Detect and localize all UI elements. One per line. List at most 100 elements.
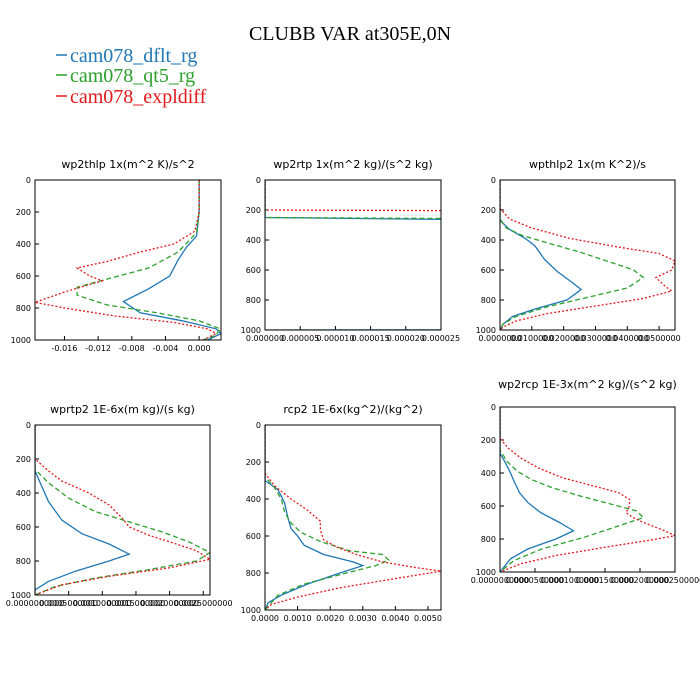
legend-item-dflt: cam078_dflt_rg — [70, 45, 197, 67]
y-tick-label-1-2: 400 — [246, 236, 261, 245]
x-tick-label-4-5: 0.0050 — [414, 614, 442, 623]
x-tick-label-5-5: 0.0002500000 — [646, 576, 700, 585]
x-tick-label-3-1: 0.0005000000 — [39, 599, 98, 608]
panel-0: wp2thlp 1x(m^2 K)/s^2 0 200 400 600 800 1000 -0… — [11, 158, 222, 353]
panel-title-2: wpthlp2 1x(m K^2)/s — [529, 158, 646, 171]
series-line-5-1 — [500, 407, 645, 572]
series-line-2-0 — [500, 180, 583, 330]
legend-item-expldiff: cam078_expldiff — [70, 86, 207, 108]
y-tick-label-4-4: 800 — [246, 569, 261, 578]
y-tick-label-1-4: 800 — [246, 296, 261, 305]
series-line-4-2 — [265, 425, 441, 610]
x-tick-label-4-2: 0.0020 — [316, 614, 344, 623]
panel-2: wpthlp2 1x(m K^2)/s 0 200 400 600 800 10000.00… — [476, 158, 681, 343]
panel-title-3: wprtp2 1E-6x(m kg)/(s kg) — [50, 403, 195, 416]
y-tick-label-2-0: 0 — [491, 176, 496, 185]
y-tick-label-1-5: 1000 — [241, 326, 261, 335]
y-tick-label-5-5: 1000 — [476, 568, 496, 577]
x-tick-label-4-1: 0.0010 — [284, 614, 312, 623]
x-tick-label-1-5: 0.000025 — [422, 334, 460, 343]
x-tick-label-4-0: 0.0000 — [251, 614, 279, 623]
panel-5: wp2rcp 1E-3x(m^2 kg)/(s^2 kg) 0 200 400 600 8… — [471, 378, 700, 585]
x-tick-label-1-2: 0.000010 — [316, 334, 354, 343]
x-tick-label-2-1: 0.0100000 — [510, 334, 553, 343]
x-tick-label-0-0: -0.016 — [52, 344, 78, 353]
panel-title-4: rcp2 1E-6x(kg^2)/(kg^2) — [283, 403, 422, 416]
x-tick-label-1-0: 0.000000 — [246, 334, 284, 343]
x-tick-label-0-4: 0.000 — [188, 344, 211, 353]
y-tick-label-5-1: 200 — [481, 436, 496, 445]
x-tick-label-5-4: 0.0002000000 — [611, 576, 670, 585]
panel-frame-3 — [34, 424, 211, 596]
y-tick-label-3-2: 400 — [16, 489, 31, 498]
x-tick-label-4-4: 0.0040 — [381, 614, 409, 623]
x-tick-label-2-5: 0.0500000 — [637, 334, 680, 343]
legend-label-qt5: cam078_qt5_rg — [70, 65, 195, 87]
y-tick-label-2-3: 600 — [481, 266, 496, 275]
y-tick-label-1-0: 0 — [256, 176, 261, 185]
panel-frame-1 — [264, 179, 442, 331]
y-tick-label-4-0: 0 — [256, 421, 261, 430]
panel-1: wp2rtp 1x(m^2 kg)/(s^2 kg) 0 200 400 600 800 1… — [241, 158, 460, 343]
panel-frame-4 — [264, 424, 442, 611]
series-line-3-0 — [35, 425, 131, 595]
panel-title-5: wp2rcp 1E-3x(m^2 kg)/(s^2 kg) — [498, 378, 677, 391]
panel-title-1: wp2rtp 1x(m^2 kg)/(s^2 kg) — [273, 158, 432, 171]
figure-title: CLUBB VAR at305E,0N — [249, 23, 451, 45]
y-tick-label-3-1: 200 — [16, 455, 31, 464]
x-tick-label-3-2: 0.0010000000 — [73, 599, 132, 608]
y-tick-label-0-2: 400 — [16, 240, 31, 249]
y-tick-label-2-2: 400 — [481, 236, 496, 245]
y-tick-label-5-3: 600 — [481, 502, 496, 511]
y-tick-label-0-5: 1000 — [11, 336, 31, 345]
x-tick-label-3-3: 0.0015000000 — [107, 599, 166, 608]
y-tick-label-4-5: 1000 — [241, 606, 261, 615]
y-tick-label-5-2: 400 — [481, 469, 496, 478]
x-tick-label-2-2: 0.0200000 — [542, 334, 585, 343]
series-line-1-1 — [265, 180, 441, 220]
x-tick-label-4-3: 0.0030 — [349, 614, 377, 623]
y-tick-label-4-1: 200 — [246, 458, 261, 467]
x-tick-label-0-1: -0.012 — [85, 344, 111, 353]
x-tick-label-2-4: 0.0400000 — [606, 334, 649, 343]
x-tick-label-1-1: 0.000005 — [281, 334, 319, 343]
y-tick-label-4-2: 400 — [246, 495, 261, 504]
panel-frame-0 — [34, 179, 222, 341]
x-tick-label-0-2: -0.008 — [119, 344, 145, 353]
series-line-1-0 — [265, 180, 441, 330]
panels-group: wp2thlp 1x(m^2 K)/s^2 0 200 400 600 800 1000 -0… — [6, 158, 700, 623]
panel-frame-2 — [499, 179, 676, 331]
y-tick-label-5-0: 0 — [491, 403, 496, 412]
y-tick-label-3-5: 1000 — [11, 591, 31, 600]
series-line-5-0 — [500, 407, 575, 572]
series-line-3-2 — [35, 425, 210, 595]
x-tick-label-5-2: 0.0001000000 — [541, 576, 600, 585]
y-tick-label-2-5: 1000 — [476, 326, 496, 335]
y-tick-label-4-3: 600 — [246, 532, 261, 541]
series-line-4-0 — [265, 425, 365, 610]
panel-3: wprtp2 1E-6x(m kg)/(s kg) 0 200 400 600 800 10… — [6, 403, 233, 608]
legend-label-expldiff: cam078_expldiff — [70, 86, 207, 108]
series-line-1-2 — [265, 180, 441, 212]
y-tick-label-1-1: 200 — [246, 206, 261, 215]
panel-frame-5 — [499, 406, 676, 573]
x-tick-label-5-0: 0.0000000000 — [471, 576, 530, 585]
series-line-0-0 — [122, 180, 221, 340]
legend: cam078_dflt_rg cam078_qt5_rg cam078_expl… — [70, 45, 207, 108]
series-line-5-2 — [500, 407, 675, 572]
x-tick-label-5-3: 0.0001500000 — [576, 576, 635, 585]
x-tick-label-1-4: 0.000020 — [387, 334, 425, 343]
y-tick-label-0-4: 800 — [16, 304, 31, 313]
y-tick-label-0-0: 0 — [26, 176, 31, 185]
panel-4: rcp2 1E-6x(kg^2)/(kg^2) 0 200 400 600 800 1000… — [241, 403, 442, 623]
y-tick-label-0-1: 200 — [16, 208, 31, 217]
y-tick-label-1-3: 600 — [246, 266, 261, 275]
y-tick-label-5-4: 800 — [481, 535, 496, 544]
series-line-0-2 — [35, 180, 218, 340]
series-line-2-1 — [500, 180, 645, 330]
x-tick-label-3-0: 0.0000000000 — [6, 599, 65, 608]
series-line-3-1 — [35, 425, 210, 595]
x-tick-label-1-3: 0.000015 — [352, 334, 390, 343]
legend-item-qt5: cam078_qt5_rg — [70, 65, 195, 87]
